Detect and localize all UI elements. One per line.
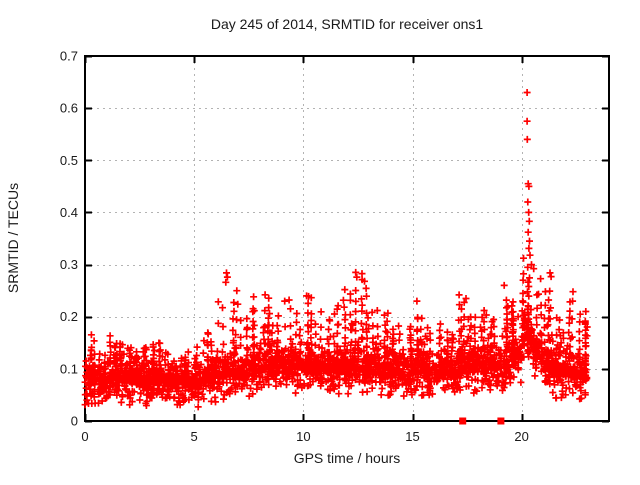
chart-title: Day 245 of 2014, SRMTID for receiver ons… — [211, 16, 484, 32]
x-tick-labels: 0 5 10 15 20 — [81, 429, 529, 444]
y-tick-label: 0 — [71, 414, 78, 429]
x-tick-label: 0 — [81, 429, 88, 444]
y-tick-label: 0.6 — [60, 101, 78, 116]
scatter-points — [81, 89, 591, 411]
x-tick-label: 15 — [405, 429, 419, 444]
x-tick-label: 20 — [514, 429, 528, 444]
y-tick-label: 0.7 — [60, 49, 78, 64]
x-tick-label: 5 — [191, 429, 198, 444]
y-tick-label: 0.1 — [60, 361, 78, 376]
y-tick-label: 0.2 — [60, 309, 78, 324]
y-tick-label: 0.5 — [60, 153, 78, 168]
y-axis-label: SRMTID / TECUs — [5, 183, 21, 293]
x-axis-label: GPS time / hours — [294, 450, 401, 466]
y-tick-label: 0.4 — [60, 205, 78, 220]
axis-ticks — [84, 55, 609, 423]
plot-border — [84, 55, 610, 422]
y-tick-label: 0.3 — [60, 257, 78, 272]
zero-flag-points — [459, 417, 505, 425]
y-tick-labels: 0 0.1 0.2 0.3 0.4 0.5 0.6 0.7 — [60, 49, 78, 429]
grid-lines — [85, 56, 609, 421]
x-tick-label: 10 — [296, 429, 310, 444]
